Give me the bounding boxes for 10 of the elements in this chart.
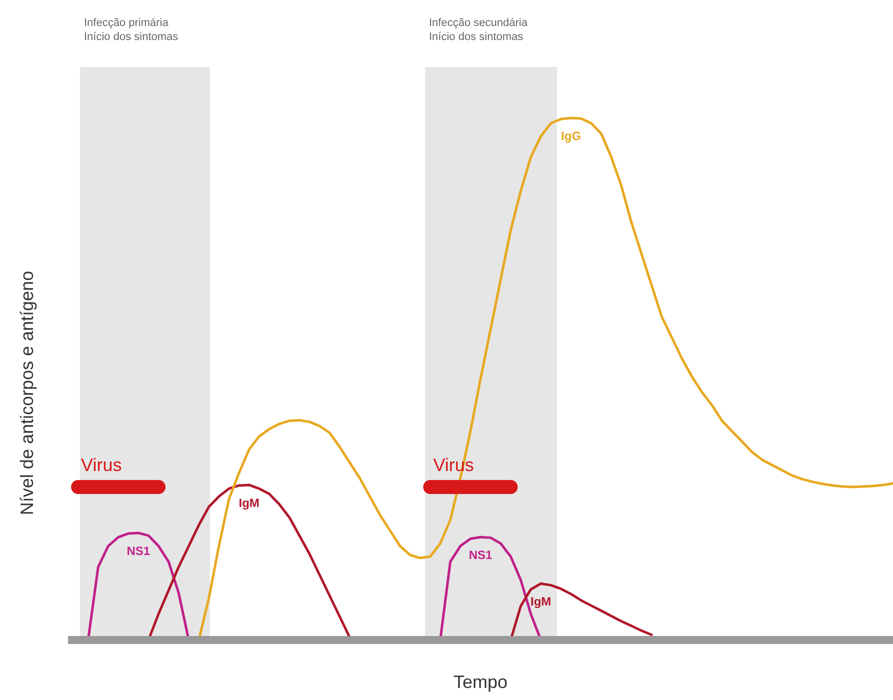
text: Infecção primária Início dos sintomas	[84, 17, 179, 43]
series-label: Virus	[81, 455, 122, 476]
series-label: IgG	[561, 129, 582, 143]
text: Infecção secundária Início dos sintomas	[429, 17, 528, 43]
series-label: IgM	[238, 496, 260, 510]
series-label: IgM	[530, 594, 552, 609]
x-axis-title: Tempo	[453, 672, 508, 692]
series-label: NS1	[468, 548, 492, 562]
y-axis-title: Nível de anticorpos e antígeno	[17, 270, 37, 516]
series-label: NS1	[126, 544, 150, 558]
